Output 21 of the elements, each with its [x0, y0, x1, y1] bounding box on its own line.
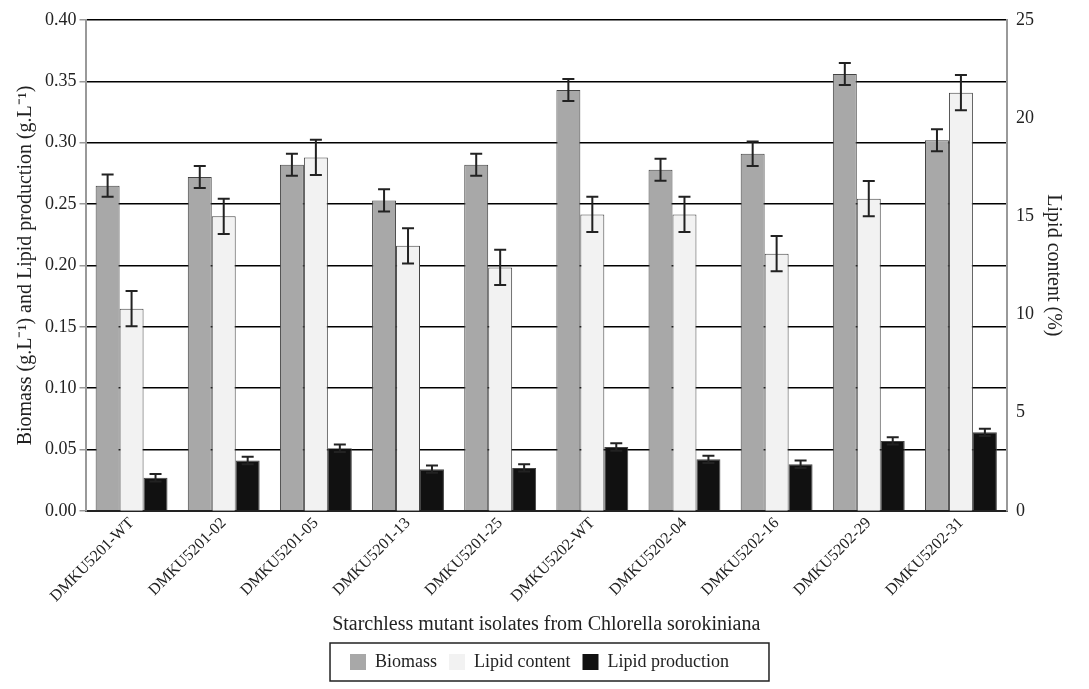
- y2-tick-label: 15: [1016, 205, 1034, 226]
- y-tick-label: 0.15: [45, 315, 77, 336]
- legend-label: Lipid production: [607, 650, 729, 671]
- y-tick-label: 0.10: [45, 376, 77, 397]
- y2-tick-label: 0: [1016, 499, 1025, 520]
- y2-tick-label: 20: [1016, 106, 1034, 127]
- y-tick-label: 0.05: [45, 438, 77, 459]
- y-axis-title: Biomass (g.L⁻¹) and Lipid production (g.L⁻¹): [13, 85, 37, 446]
- y-tick-label: 0.00: [45, 499, 77, 520]
- y-tick-label: 0.35: [45, 70, 77, 91]
- y2-tick-label: 5: [1016, 401, 1025, 422]
- y2-tick-label: 25: [1016, 8, 1034, 29]
- y2-tick-label: 10: [1016, 303, 1034, 324]
- y2-axis-title: Lipid content (%): [1042, 194, 1066, 337]
- y-tick-label: 0.40: [45, 8, 77, 29]
- y-tick-label: 0.25: [45, 192, 77, 213]
- y-tick-label: 0.20: [45, 254, 77, 275]
- legend-label: Biomass: [375, 650, 438, 671]
- legend-label: Lipid content: [474, 650, 571, 671]
- x-axis-title: Starchless mutant isolates from Chlorella sorokiniana: [332, 612, 761, 635]
- y-tick-label: 0.30: [45, 131, 77, 152]
